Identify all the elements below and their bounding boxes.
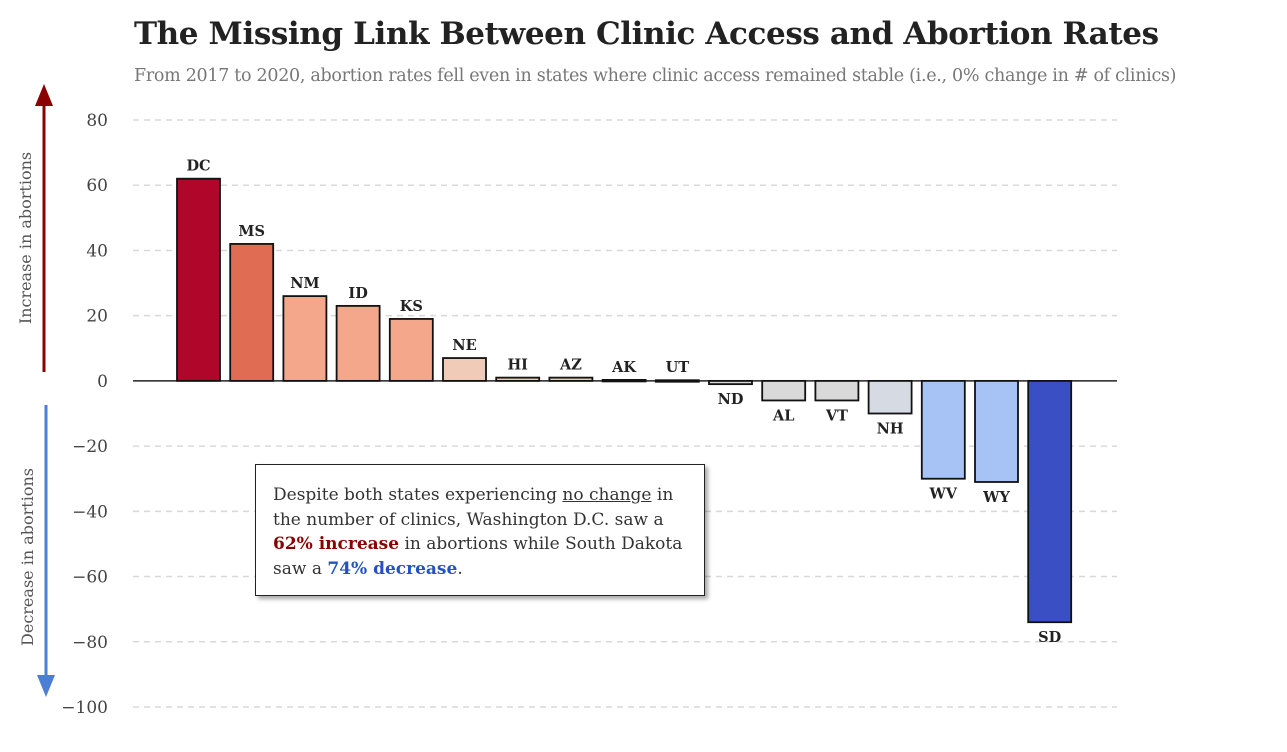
y-tick-label: −80 xyxy=(72,633,108,653)
bar-dc xyxy=(176,177,221,382)
bar-hi xyxy=(495,376,541,382)
annotation-box: Despite both states experiencing no chan… xyxy=(255,464,705,596)
annotation-no-change: no change xyxy=(562,485,652,505)
y-tick-label: 0 xyxy=(97,372,108,392)
annotation-text-1: Despite both states experiencing xyxy=(273,485,563,505)
bar-label-wy: WY xyxy=(982,489,1010,506)
bar-ak xyxy=(601,379,647,383)
bar-wv xyxy=(920,379,966,480)
bar-ms xyxy=(229,243,275,382)
bar-label-ne: NE xyxy=(452,337,476,354)
bar-label-nd: ND xyxy=(718,391,744,408)
bar-label-az: AZ xyxy=(559,357,582,374)
bar-nd xyxy=(708,379,753,386)
bar-label-nm: NM xyxy=(290,275,319,292)
bar-label-id: ID xyxy=(348,285,367,302)
bar-id xyxy=(335,304,381,382)
chart-subtitle: From 2017 to 2020, abortion rates fell e… xyxy=(134,66,1177,86)
bar-label-nh: NH xyxy=(877,421,904,438)
y-tick-label: −100 xyxy=(61,698,108,718)
annotation-text-4: . xyxy=(457,558,463,579)
increase-arrow-icon xyxy=(35,84,53,106)
y-tick-label: 20 xyxy=(86,307,108,327)
annotation-text-3: in abortions while South Dakota saw a xyxy=(273,534,683,579)
bar-label-ks: KS xyxy=(400,298,423,315)
y-tick-label: 60 xyxy=(86,176,108,196)
bar-wy xyxy=(974,379,1019,483)
bar-al xyxy=(761,379,807,402)
bar-nh xyxy=(867,379,913,415)
bar-label-hi: HI xyxy=(507,357,528,374)
y-tick-label: −40 xyxy=(72,502,108,522)
bar-ut xyxy=(654,379,700,383)
annotation-increase: 62% increase xyxy=(273,534,400,554)
chart-title: The Missing Link Between Clinic Access a… xyxy=(134,16,1159,52)
decrease-arrow-icon xyxy=(37,675,55,697)
bar-nm xyxy=(282,295,328,382)
bar-az xyxy=(548,376,594,382)
bar-label-ak: AK xyxy=(611,359,637,376)
y-tick-label: −20 xyxy=(72,437,108,457)
bar-label-dc: DC xyxy=(186,158,210,175)
y-tick-label: 40 xyxy=(86,241,108,261)
bar-ks xyxy=(388,318,434,382)
bar-label-ms: MS xyxy=(238,223,265,240)
y-label-decrease: Decrease in abortions xyxy=(18,468,37,646)
annotation-decrease: 74% decrease xyxy=(327,558,458,579)
bar-label-wv: WV xyxy=(929,486,958,503)
y-tick-label: 80 xyxy=(86,111,108,131)
bar-label-ut: UT xyxy=(666,359,690,376)
bar-label-sd: SD xyxy=(1038,629,1061,646)
bar-vt xyxy=(814,379,860,402)
bar-sd xyxy=(1027,379,1073,624)
y-label-increase: Increase in abortions xyxy=(16,152,35,324)
y-tick-label: −60 xyxy=(72,568,108,588)
annotation-text-2: in the number of clinics, Washington D.C… xyxy=(273,485,674,530)
bar-label-vt: VT xyxy=(825,407,848,424)
bar-ne xyxy=(442,357,487,382)
bar-label-al: AL xyxy=(772,407,794,424)
